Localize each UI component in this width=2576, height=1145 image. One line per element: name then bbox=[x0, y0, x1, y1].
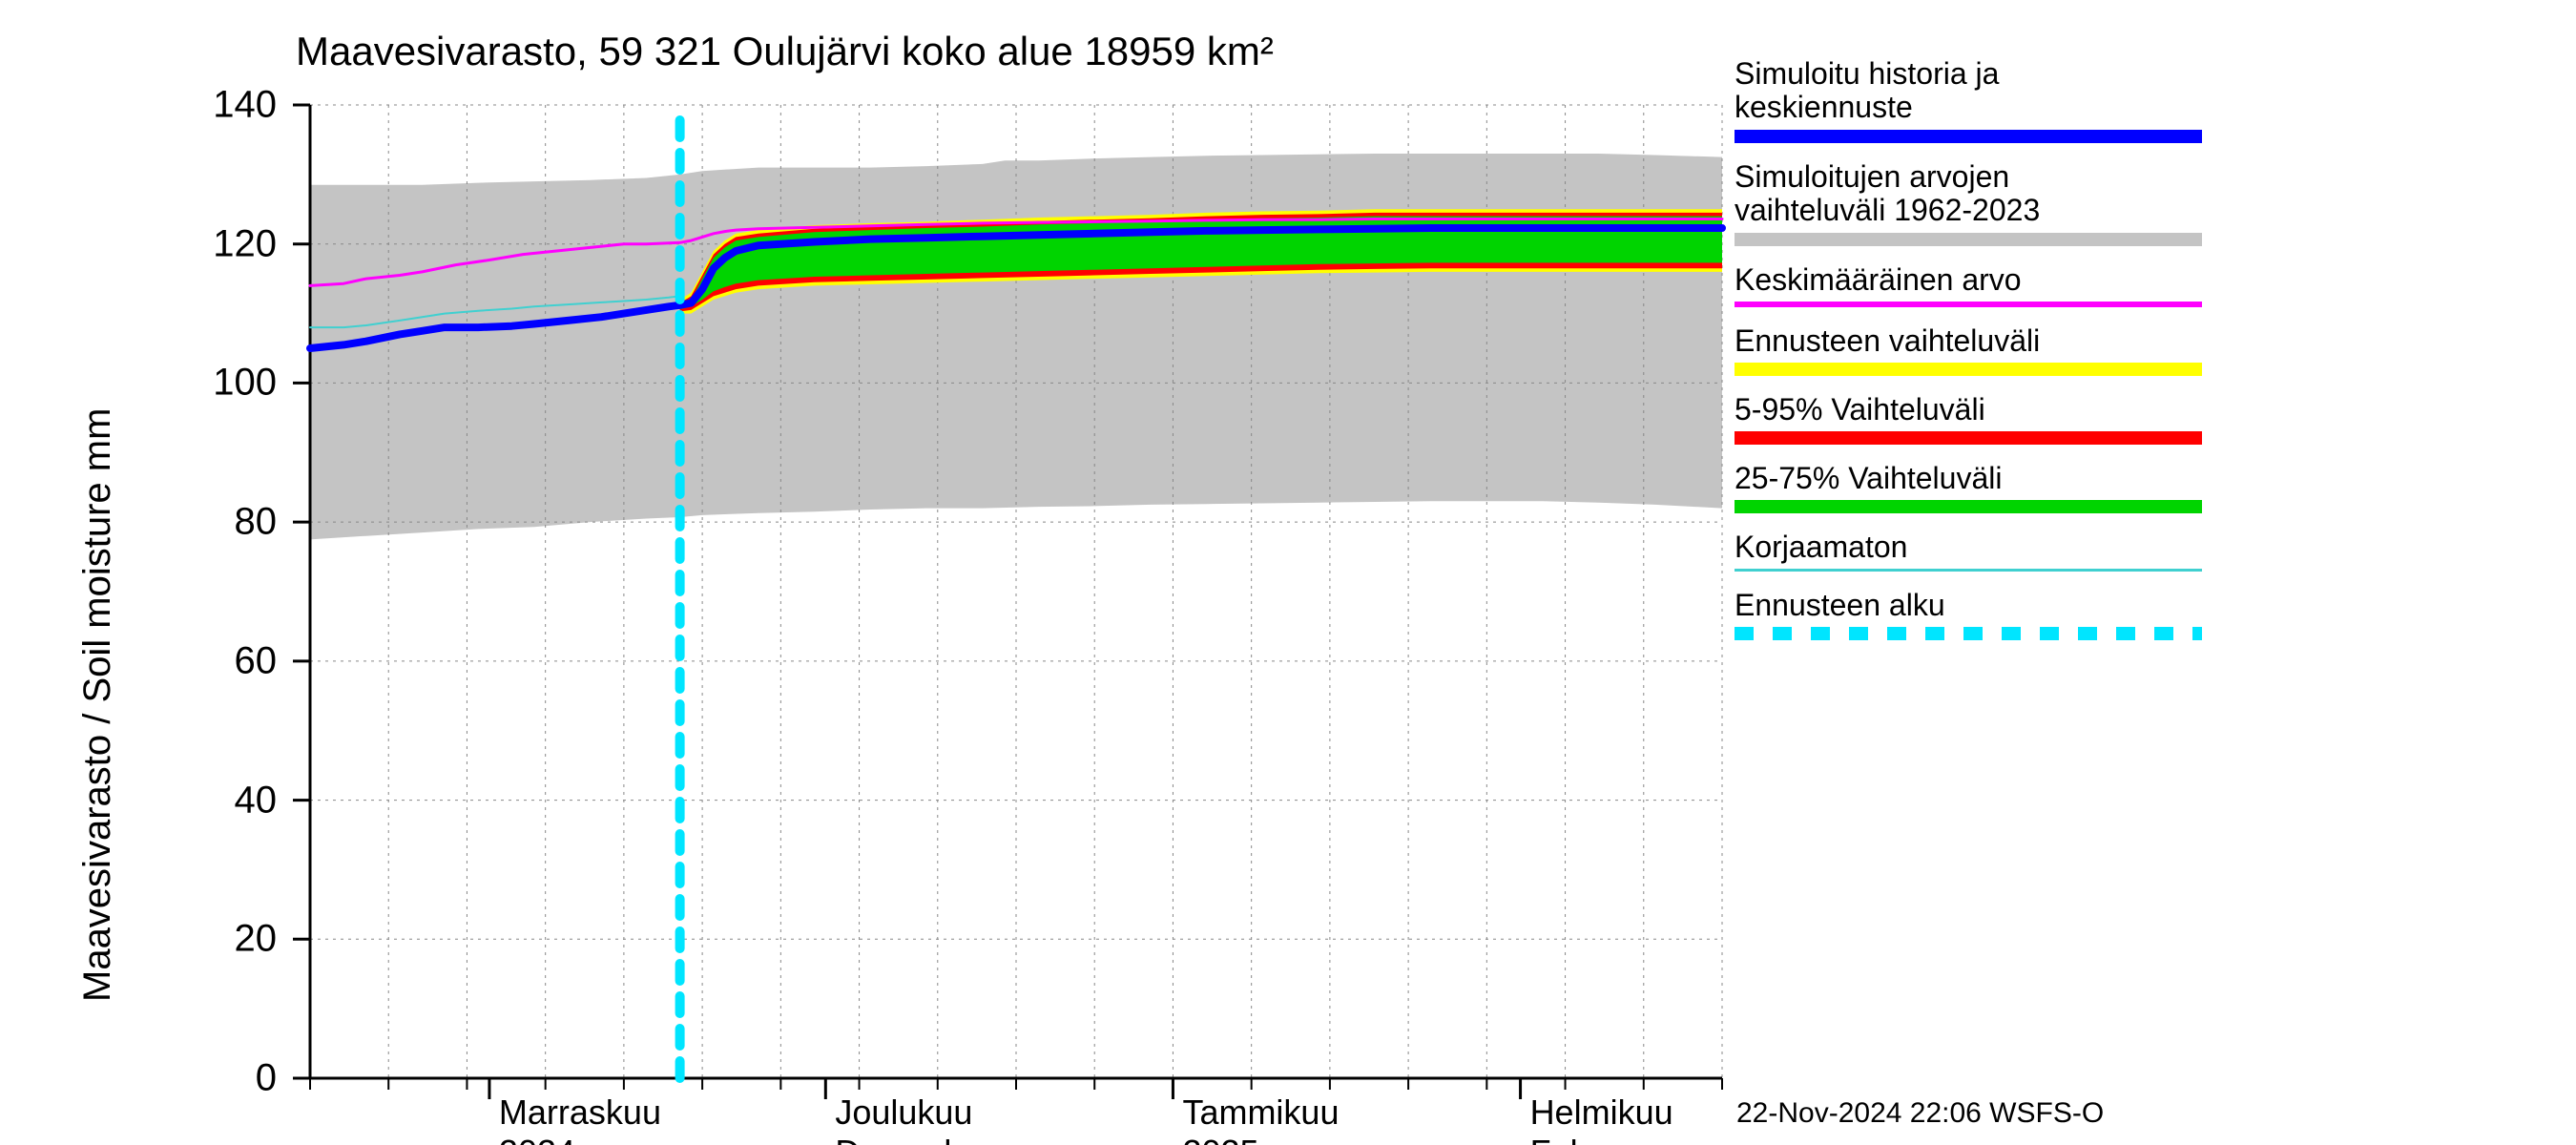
legend-item-label: 25-75% Vaihteluväli bbox=[1735, 462, 2231, 495]
legend-item: Ennusteen vaihteluväli bbox=[1735, 324, 2231, 358]
legend-swatch bbox=[1735, 627, 2202, 640]
x-tick-label: Helmikuu February bbox=[1530, 1093, 1673, 1145]
legend-item-label: Simuloitu historia ja keskiennuste bbox=[1735, 57, 2231, 124]
legend-item: Simuloitu historia ja keskiennuste bbox=[1735, 57, 2231, 124]
y-axis-label: Maavesivarasto / Soil moisture mm bbox=[76, 408, 119, 1002]
legend-item-label: Keskimääräinen arvo bbox=[1735, 263, 2231, 297]
legend-item: Keskimääräinen arvo bbox=[1735, 263, 2231, 297]
x-tick-label: Marraskuu 2024 bbox=[499, 1093, 661, 1145]
chart-footer: 22-Nov-2024 22:06 WSFS-O bbox=[1736, 1097, 2104, 1130]
chart-title: Maavesivarasto, 59 321 Oulujärvi koko al… bbox=[296, 29, 1274, 74]
x-tick-label: Joulukuu December bbox=[835, 1093, 993, 1145]
legend-swatch bbox=[1735, 302, 2202, 307]
x-tick-label: Tammikuu 2025 bbox=[1182, 1093, 1339, 1145]
legend-item: Simuloitujen arvojen vaihteluväli 1962-2… bbox=[1735, 160, 2231, 227]
y-tick-label: 140 bbox=[0, 84, 277, 127]
y-tick-label: 60 bbox=[0, 639, 277, 682]
legend-swatch bbox=[1735, 569, 2202, 572]
y-tick-label: 100 bbox=[0, 362, 277, 405]
legend-item-label: Simuloitujen arvojen vaihteluväli 1962-2… bbox=[1735, 160, 2231, 227]
legend-swatch bbox=[1735, 431, 2202, 445]
legend-item: 5-95% Vaihteluväli bbox=[1735, 393, 2231, 427]
legend-swatch bbox=[1735, 500, 2202, 513]
plot-area bbox=[310, 105, 1722, 1078]
legend-item-label: Ennusteen alku bbox=[1735, 589, 2231, 622]
y-tick-label: 0 bbox=[0, 1057, 277, 1100]
legend-swatch bbox=[1735, 363, 2202, 376]
y-tick-label: 80 bbox=[0, 501, 277, 544]
legend-item-label: Ennusteen vaihteluväli bbox=[1735, 324, 2231, 358]
y-tick-label: 20 bbox=[0, 918, 277, 961]
y-tick-label: 40 bbox=[0, 779, 277, 822]
legend-item: Ennusteen alku bbox=[1735, 589, 2231, 622]
legend-swatch bbox=[1735, 130, 2202, 143]
legend-item-label: 5-95% Vaihteluväli bbox=[1735, 393, 2231, 427]
chart-root: { "title": "Maavesivarasto, 59 321 Ouluj… bbox=[0, 0, 2576, 1145]
y-tick-label: 120 bbox=[0, 222, 277, 265]
legend-item: Korjaamaton bbox=[1735, 531, 2231, 564]
legend-item: 25-75% Vaihteluväli bbox=[1735, 462, 2231, 495]
legend-item-label: Korjaamaton bbox=[1735, 531, 2231, 564]
legend-swatch bbox=[1735, 233, 2202, 246]
